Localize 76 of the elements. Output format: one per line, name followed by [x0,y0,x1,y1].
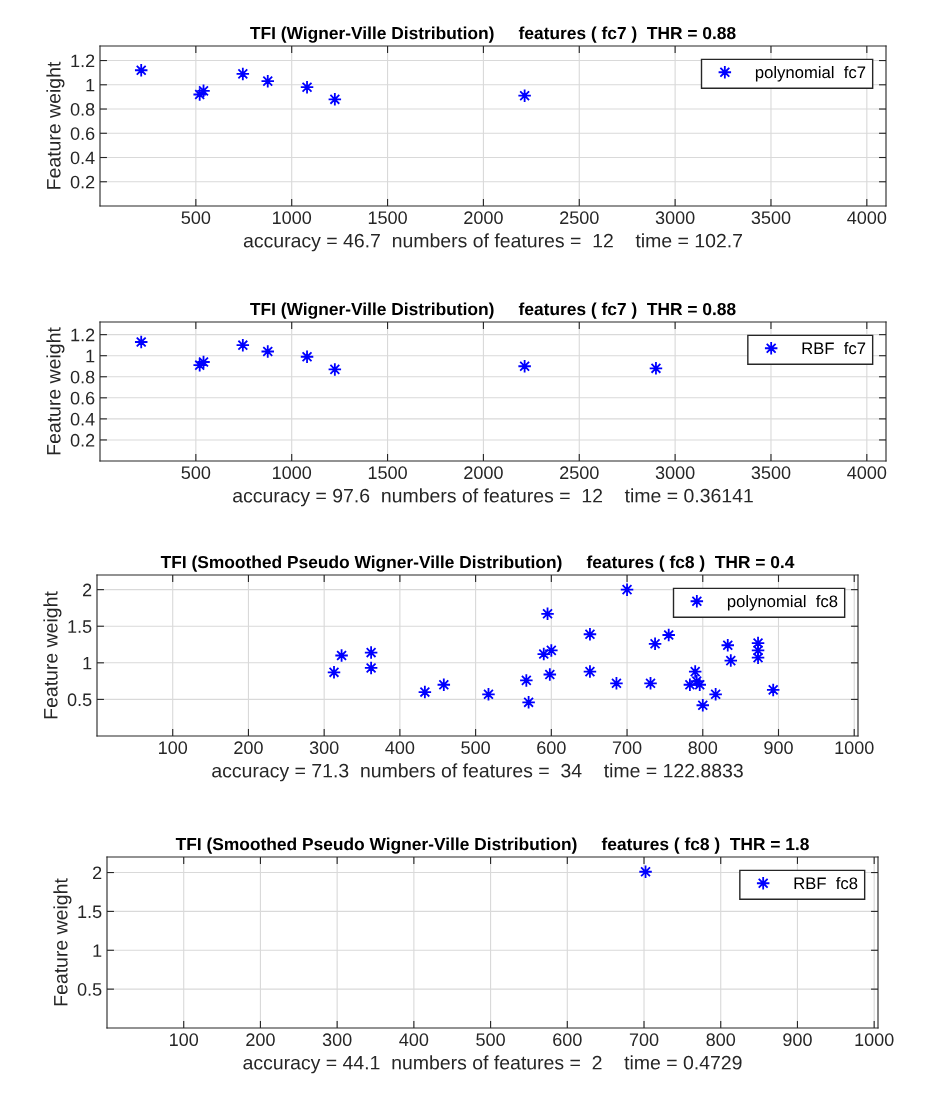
x-tick-label: 900 [783,1033,812,1047]
x-tick-label: 3000 [655,211,695,225]
y-tick-label: 0.2 [70,175,95,189]
y-tick-label: 1.2 [71,328,95,342]
x-tick-label: 100 [170,1033,199,1047]
y-tick-label: 0.6 [70,127,95,140]
y-tick-label: 0.5 [67,693,92,707]
x-tick-label: 1000 [273,466,312,480]
x-tick-label: 500 [181,466,211,480]
y-tick-label: 1.5 [78,905,102,919]
x-tick-label: 500 [181,211,211,225]
x-tick-label: 2500 [560,211,599,225]
x-tick-label: 4000 [847,211,887,225]
y-tick-label: 2 [83,583,92,597]
y-tick-label: 0.5 [77,983,102,996]
y-tick-label: 1 [83,656,92,670]
y-axis-title: Feature weight [46,327,65,455]
x-axis-title: accuracy = 44.1 numbers of features = 2 time = 0.4729 [243,1055,742,1074]
x-tick-label: 1500 [368,211,407,225]
x-tick-label: 3500 [751,211,791,225]
x-tick-label: 2000 [464,211,503,225]
x-tick-label: 3500 [751,466,791,480]
y-tick-label: 0.6 [70,391,95,405]
x-tick-label: 500 [461,741,490,755]
y-tick-label: 0.4 [70,412,95,426]
x-tick-label: 1000 [835,741,874,755]
legend-label: RBF fc7 [802,342,866,355]
x-tick-label: 800 [688,741,718,755]
x-tick-label: 2000 [464,466,503,480]
x-axis-title: accuracy = 97.6 numbers of features = 12 time = 0.36141 [233,488,753,507]
x-tick-label: 2500 [560,466,599,480]
x-tick-label: 600 [553,1033,582,1047]
y-tick-label: 0.8 [70,370,95,384]
x-tick-label: 300 [322,1033,352,1047]
legend-label: RBF fc8 [794,877,858,890]
y-axis-title: Feature weight [46,61,65,189]
x-tick-label: 4000 [847,466,887,480]
y-tick-label: 1 [86,349,95,363]
x-tick-label: 1500 [368,466,407,480]
y-tick-label: 0.2 [70,433,95,447]
x-tick-label: 500 [476,1033,505,1047]
legend-label: polynomial fc7 [755,66,866,82]
x-tick-label: 700 [612,741,642,755]
y-tick-label: 1.5 [68,620,92,633]
x-axis-title: accuracy = 46.7 numbers of features = 12 time = 102.7 [243,233,742,252]
x-axis-title: accuracy = 71.3 numbers of features = 34 time = 122.8833 [212,763,743,782]
x-tick-label: 200 [234,741,263,755]
point [363,660,379,676]
y-tick-label: 1.2 [71,54,95,68]
x-tick-label: 3000 [655,466,695,480]
y-tick-label: 0.4 [70,151,95,165]
x-tick-label: 1000 [855,1033,894,1047]
x-tick-label: 700 [629,1033,659,1047]
x-tick-label: 200 [246,1033,275,1047]
x-tick-label: 100 [159,741,188,755]
chart-title: TFI (Wigner-Ville Distribution) features ( fc7 ) THR = 0.88 [250,26,736,43]
x-tick-label: 800 [706,1033,736,1047]
legend-label: polynomial fc8 [727,595,838,611]
chart-title: TFI (Wigner-Ville Distribution) features ( fc7 ) THR = 0.88 [250,302,736,319]
x-tick-label: 900 [764,741,793,755]
y-axis-title: Feature weight [53,878,72,1006]
x-tick-label: 400 [399,1033,429,1047]
y-tick-label: 1 [86,78,95,92]
y-tick-label: 0.8 [70,102,95,116]
y-tick-label: 1 [93,944,102,957]
point [417,684,433,700]
x-tick-label: 600 [537,741,566,755]
point [299,80,315,95]
x-tick-label: 300 [309,741,339,755]
x-tick-label: 400 [385,741,415,755]
chart-title: TFI (Smoothed Pseudo Wigner-Ville Distribution) features ( fc8 ) THR = 0.4 [160,555,795,572]
chart-title: TFI (Smoothed Pseudo Wigner-Ville Distribution) features ( fc8 ) THR = 1.8 [175,837,809,854]
x-tick-label: 1000 [273,211,312,225]
y-axis-title: Feature weight [43,591,62,719]
point [134,334,149,350]
y-tick-label: 2 [93,866,102,880]
